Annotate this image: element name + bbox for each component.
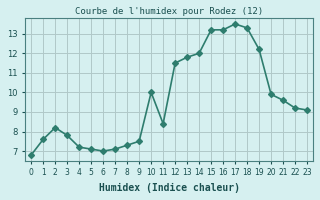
X-axis label: Humidex (Indice chaleur): Humidex (Indice chaleur) <box>99 183 240 193</box>
Title: Courbe de l'humidex pour Rodez (12): Courbe de l'humidex pour Rodez (12) <box>75 7 263 16</box>
